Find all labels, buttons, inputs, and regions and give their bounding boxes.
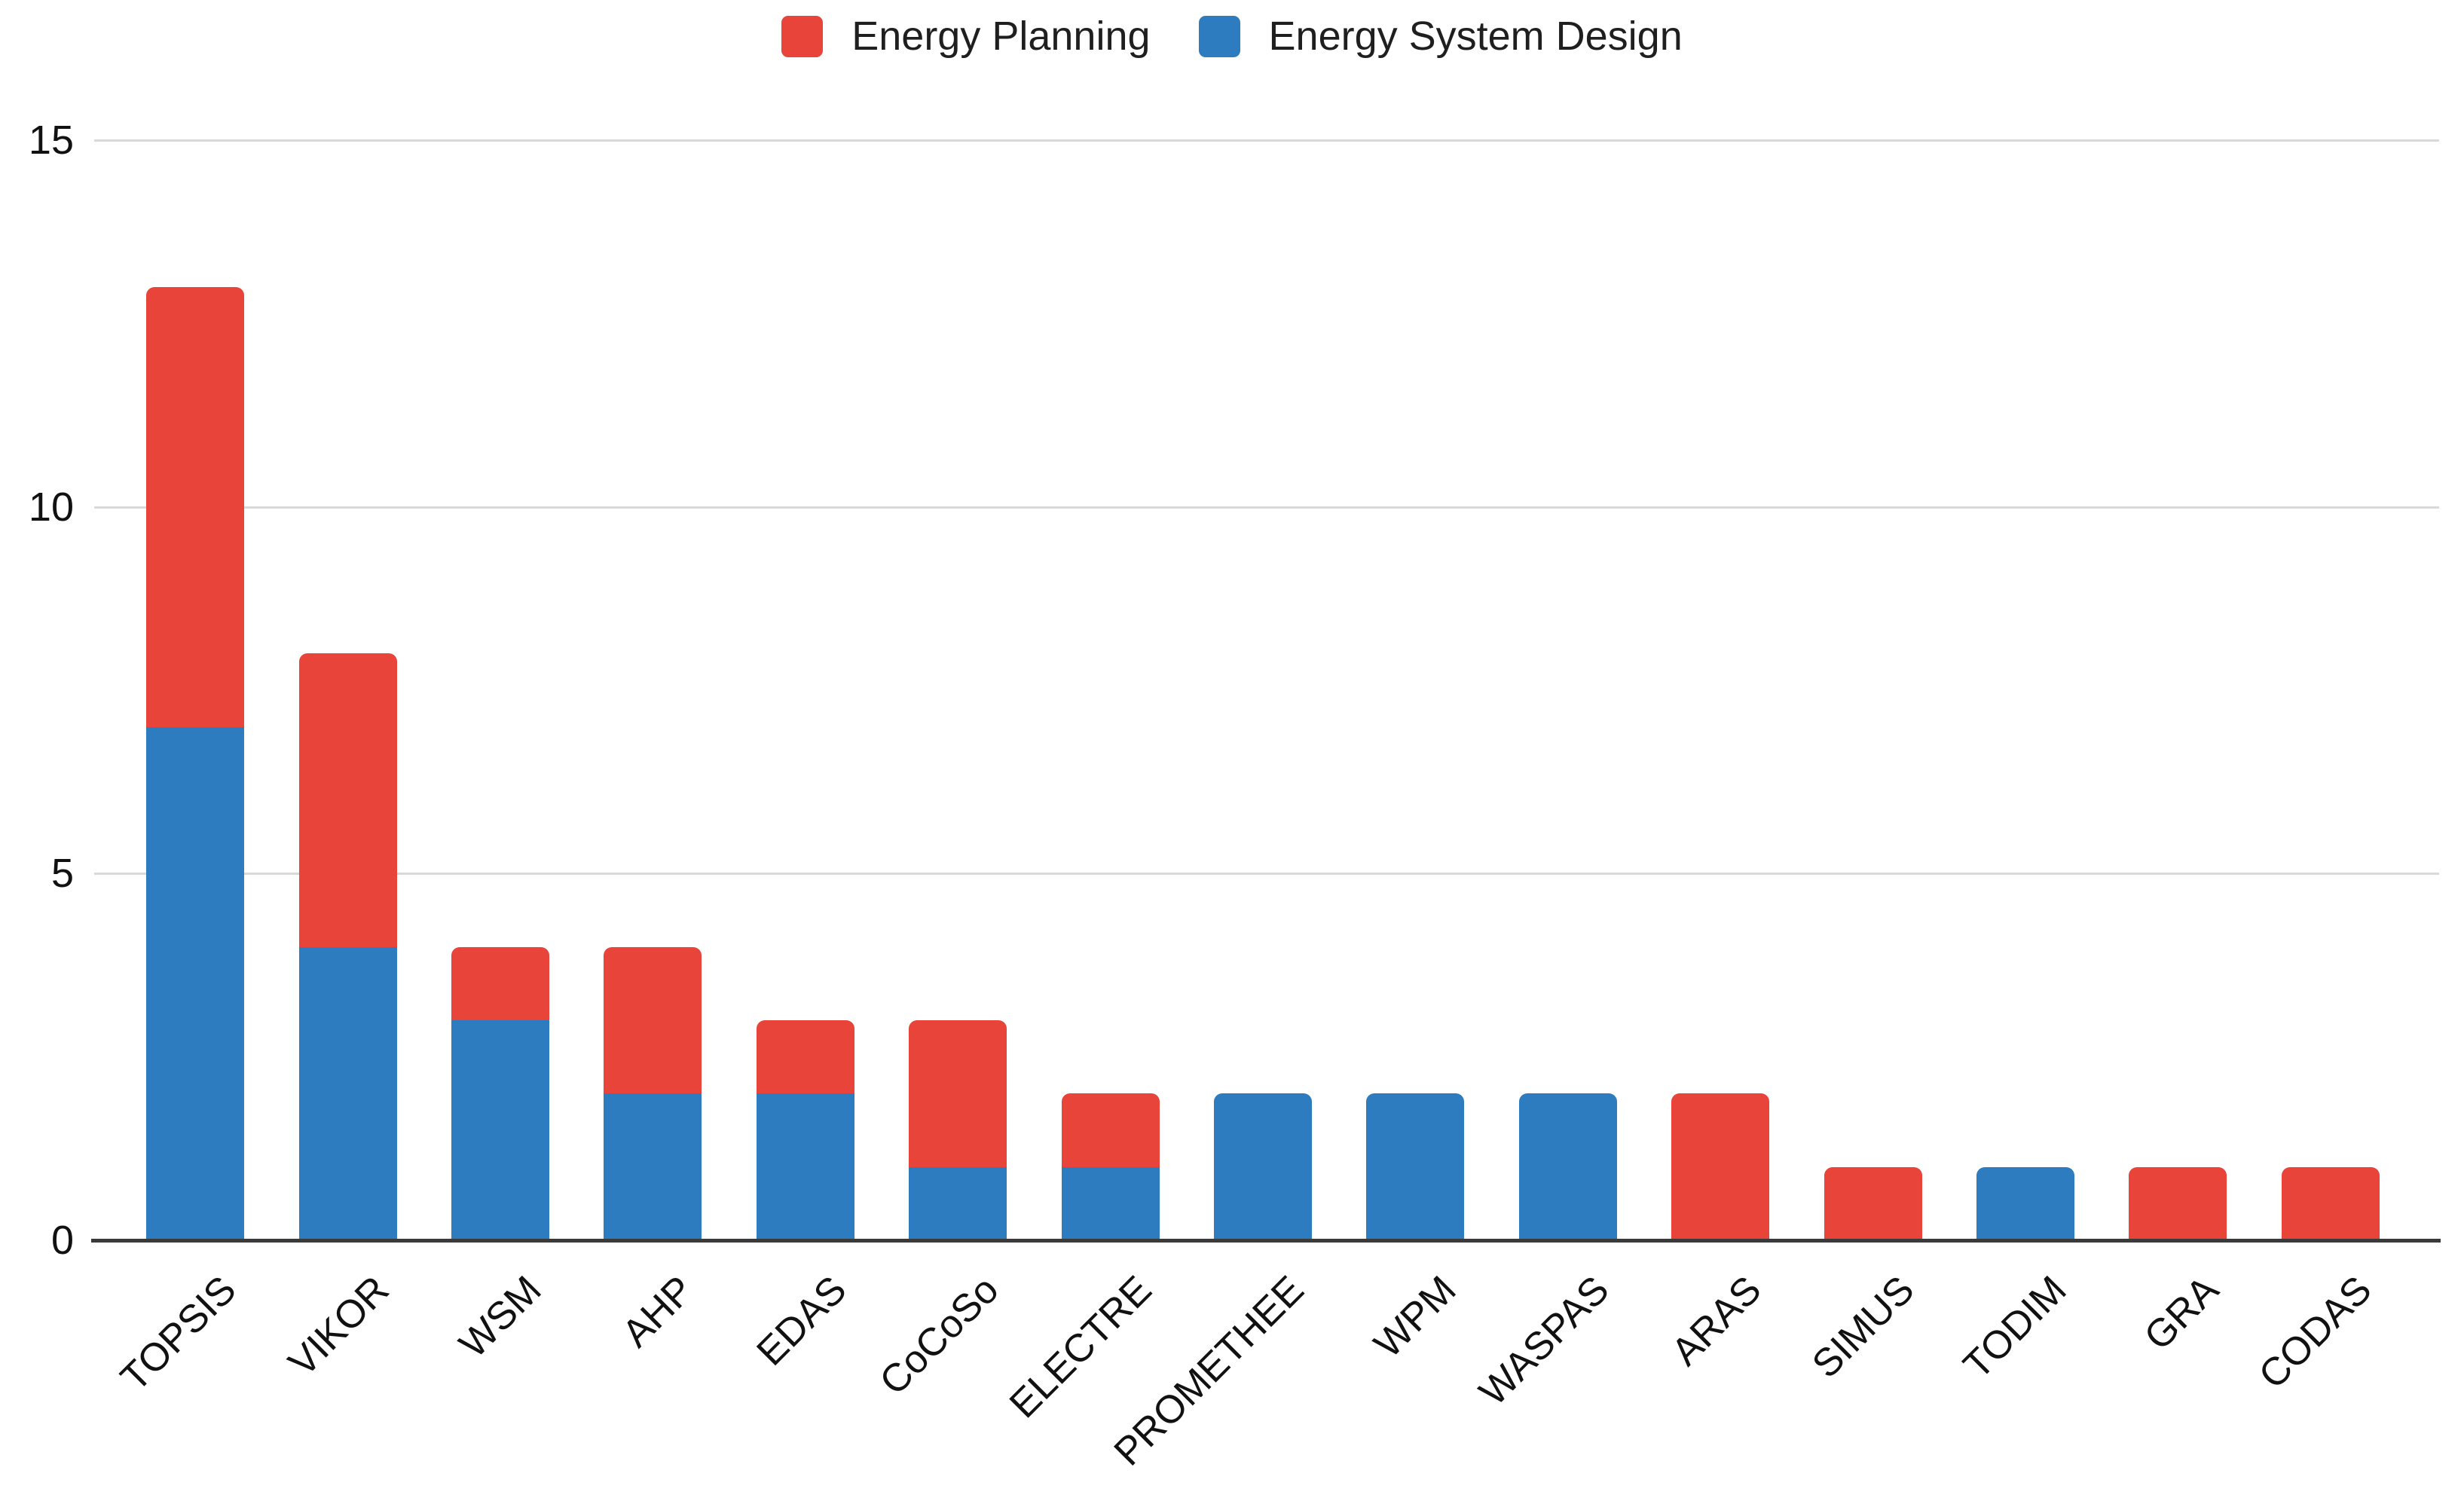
- bar-ahp: [604, 946, 702, 1240]
- bar-segment-wpm-energy-system-design: [1366, 1093, 1465, 1240]
- bars-layer: [119, 140, 2407, 1240]
- bar-segment-cocoso-energy-planning: [909, 1020, 1007, 1167]
- bar-slot-promethee: [1187, 140, 1339, 1240]
- bar-slot-gra: [2102, 140, 2254, 1240]
- bar-segment-cocoso-energy-system-design: [909, 1166, 1007, 1240]
- bar-segment-aras-energy-planning: [1671, 1093, 1770, 1240]
- bar-segment-gra-energy-planning: [2129, 1166, 2227, 1240]
- bar-wpm: [1366, 1093, 1465, 1240]
- bar-gra: [2129, 1166, 2227, 1240]
- bar-segment-vikor-energy-planning: [298, 653, 397, 947]
- bar-segment-electre-energy-system-design: [1061, 1166, 1160, 1240]
- bar-segment-todim-energy-system-design: [1976, 1166, 2074, 1240]
- gridline-y-10: [94, 506, 2439, 509]
- bar-codas: [2281, 1166, 2380, 1240]
- bar-slot-aras: [1644, 140, 1796, 1240]
- bar-slot-ahp: [576, 140, 729, 1240]
- bar-segment-promethee-energy-system-design: [1213, 1093, 1312, 1240]
- bar-segment-waspas-energy-system-design: [1518, 1093, 1617, 1240]
- chart-legend: Energy Planning Energy System Design: [0, 14, 2464, 59]
- bar-todim: [1976, 1166, 2074, 1240]
- bar-slot-edas: [729, 140, 882, 1240]
- bar-segment-topsis-energy-system-design: [146, 726, 245, 1240]
- bar-segment-wsm-energy-planning: [451, 946, 549, 1020]
- bar-simus: [1824, 1166, 1922, 1240]
- bar-segment-topsis-energy-planning: [146, 286, 245, 727]
- y-axis-tick-label-5: 5: [50, 851, 74, 897]
- bar-slot-simus: [1796, 140, 1949, 1240]
- bar-slot-electre: [1034, 140, 1186, 1240]
- bar-segment-wsm-energy-system-design: [451, 1020, 549, 1240]
- legend-label-energy-system-design: Energy System Design: [1268, 14, 1683, 59]
- bar-waspas: [1518, 1093, 1617, 1240]
- gridline-y-5: [94, 873, 2439, 876]
- bar-wsm: [451, 946, 549, 1240]
- bar-segment-ahp-energy-planning: [604, 946, 702, 1094]
- bar-edas: [756, 1020, 854, 1240]
- bar-slot-topsis: [119, 140, 271, 1240]
- bar-segment-vikor-energy-system-design: [298, 946, 397, 1240]
- bar-segment-electre-energy-planning: [1061, 1093, 1160, 1167]
- y-axis-tick-label-10: 10: [28, 484, 74, 530]
- bar-segment-edas-energy-system-design: [756, 1093, 854, 1240]
- bar-segment-ahp-energy-system-design: [604, 1093, 702, 1240]
- bar-segment-codas-energy-planning: [2281, 1166, 2380, 1240]
- bar-slot-wpm: [1339, 140, 1491, 1240]
- bar-segment-simus-energy-planning: [1824, 1166, 1922, 1240]
- bar-cocoso: [909, 1020, 1007, 1240]
- y-axis-tick-label-15: 15: [28, 118, 74, 163]
- bar-slot-waspas: [1492, 140, 1644, 1240]
- bar-electre: [1061, 1093, 1160, 1240]
- legend-swatch-energy-system-design-icon: [1198, 15, 1240, 57]
- bar-topsis: [146, 286, 245, 1240]
- bar-aras: [1671, 1093, 1770, 1240]
- legend-label-energy-planning: Energy Planning: [851, 14, 1151, 59]
- bar-slot-cocoso: [882, 140, 1034, 1240]
- legend-swatch-energy-planning-icon: [781, 15, 824, 57]
- bar-slot-wsm: [424, 140, 576, 1240]
- legend-item-energy-planning: Energy Planning: [781, 14, 1151, 59]
- bar-slot-todim: [1949, 140, 2102, 1240]
- bar-slot-codas: [2255, 140, 2407, 1240]
- y-axis-tick-label-0: 0: [50, 1218, 74, 1263]
- x-axis-line: [91, 1239, 2441, 1243]
- bar-segment-edas-energy-planning: [756, 1020, 854, 1094]
- legend-item-energy-system-design: Energy System Design: [1198, 14, 1683, 59]
- bar-promethee: [1213, 1093, 1312, 1240]
- gridline-y-15: [94, 139, 2439, 142]
- bar-vikor: [298, 653, 397, 1240]
- bar-slot-vikor: [271, 140, 423, 1240]
